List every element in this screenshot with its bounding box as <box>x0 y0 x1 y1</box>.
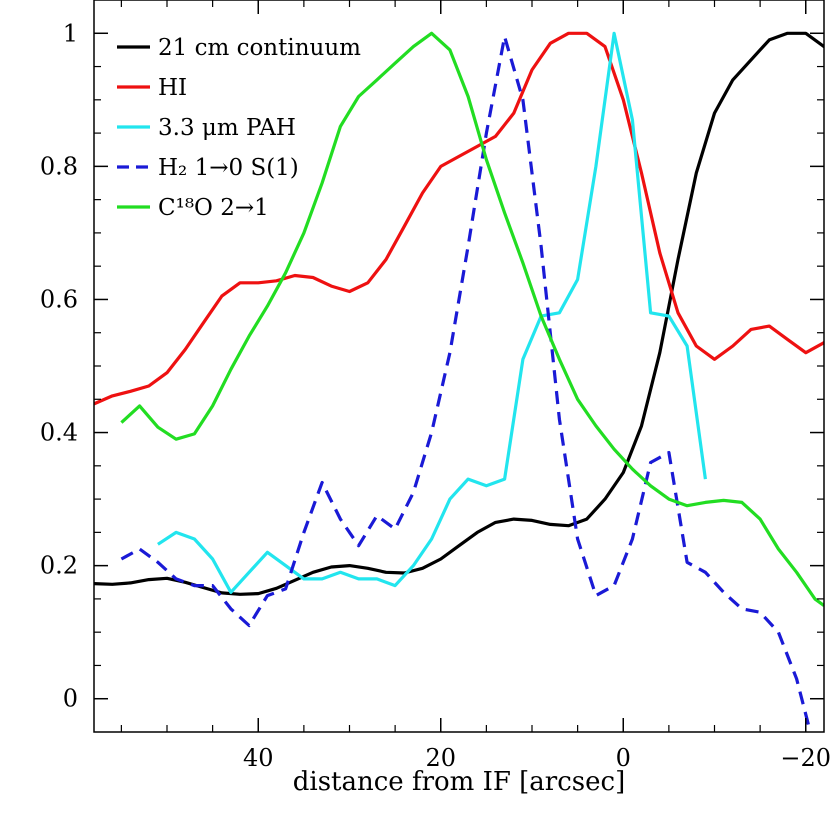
legend-label-2: 3.3 μm PAH <box>158 115 296 141</box>
legend-label-1: HI <box>158 75 187 101</box>
series-line-4 <box>120 31 824 607</box>
series-layer <box>94 31 824 732</box>
legend: 21 cm continuum HI 3.3 μm PAH H₂ 1→0 S(1) C¹… <box>117 35 361 221</box>
legend-label-0: 21 cm continuum <box>158 35 361 61</box>
y-tick-label: 0.8 <box>40 152 78 180</box>
y-tick-label: 0.2 <box>40 552 78 580</box>
series-line-2 <box>157 31 707 594</box>
y-tick-label: 1 <box>63 19 78 47</box>
y-tick-label: 0 <box>63 685 78 713</box>
ticks-layer: 40 20 0 −20 0 0.2 0.4 0.6 0.8 1 <box>40 0 830 772</box>
x-tick-label: 0 <box>616 744 631 772</box>
series-line-3 <box>120 35 812 732</box>
x-tick-label: −20 <box>780 744 830 772</box>
y-tick-label: 0.4 <box>40 419 78 447</box>
legend-label-3: H₂ 1→0 S(1) <box>158 155 299 181</box>
y-tick-label: 0.6 <box>40 285 78 313</box>
x-tick-label: 20 <box>425 744 456 772</box>
legend-label-4: C¹⁸O 2→1 <box>158 195 269 221</box>
x-axis-label: distance from IF [arcsec] <box>293 767 625 797</box>
series-line-1 <box>94 31 824 406</box>
x-tick-label: 40 <box>243 744 274 772</box>
